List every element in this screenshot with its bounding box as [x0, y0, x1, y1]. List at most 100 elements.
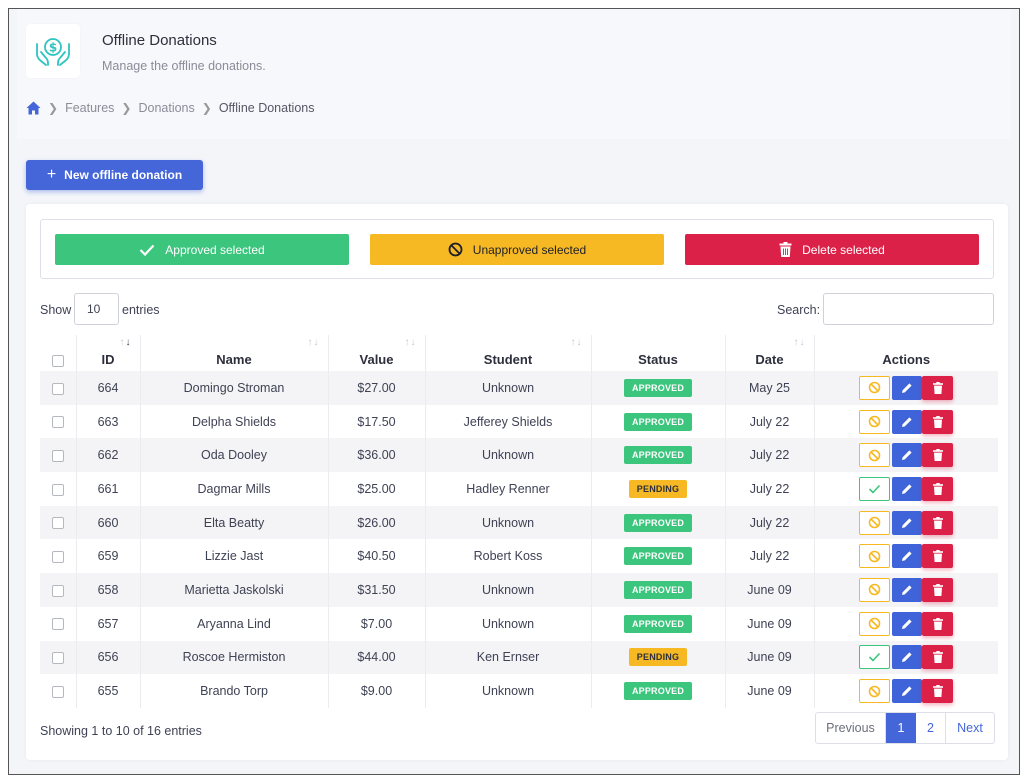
- row-checkbox[interactable]: [51, 449, 64, 462]
- cell-id: 655: [75, 674, 140, 708]
- row-checkbox[interactable]: [51, 584, 64, 597]
- edit-button[interactable]: [892, 409, 923, 434]
- cell-status: APPROVED: [590, 606, 725, 641]
- edit-button[interactable]: [892, 510, 923, 535]
- delete-button[interactable]: [922, 375, 954, 400]
- delete-button[interactable]: [922, 476, 954, 501]
- unapprove-button[interactable]: [859, 577, 891, 602]
- pencil-icon: [902, 585, 912, 595]
- breadcrumb-features[interactable]: Features: [65, 101, 115, 115]
- cell-status: APPROVED: [590, 404, 725, 439]
- cell-value: $17.50: [327, 404, 425, 439]
- ban-icon: [868, 550, 881, 563]
- approve-button[interactable]: [859, 645, 891, 670]
- unapprove-button[interactable]: [859, 375, 891, 400]
- column-header-id[interactable]: ID ↑↓: [75, 335, 140, 371]
- page-1-button[interactable]: 1: [886, 713, 916, 743]
- search-label: Search:: [777, 303, 821, 317]
- trash-icon: [932, 516, 943, 529]
- approve-button[interactable]: [859, 476, 891, 501]
- cell-id: 656: [75, 640, 140, 675]
- unapprove-button[interactable]: [859, 409, 891, 434]
- cell-name: Aryanna Lind: [139, 606, 328, 641]
- table-row: 659 Lizzie Jast $40.50 Robert Koss APPROVED J…: [40, 539, 998, 574]
- new-offline-donation-button[interactable]: + New offline donation: [26, 160, 203, 190]
- table-row: 660 Elta Beatty $26.00 Unknown APPROVED July …: [40, 505, 998, 540]
- edit-button[interactable]: [892, 577, 923, 602]
- approve-selected-label: Approved selected: [165, 242, 265, 257]
- cell-student: Ken Ernser: [424, 640, 591, 675]
- page-title: Offline Donations: [102, 32, 217, 49]
- unapprove-button[interactable]: [859, 510, 891, 535]
- delete-button[interactable]: [922, 443, 954, 468]
- delete-button[interactable]: [922, 409, 954, 434]
- row-checkbox[interactable]: [51, 483, 64, 496]
- table-row: 655 Brando Torp $9.00 Unknown APPROVED June 0…: [40, 674, 998, 708]
- previous-page-button[interactable]: Previous: [816, 713, 886, 743]
- ban-icon: [868, 617, 881, 630]
- delete-button[interactable]: [922, 510, 954, 535]
- cell-status: PENDING: [590, 640, 725, 675]
- row-checkbox[interactable]: [51, 652, 64, 665]
- cell-student: Robert Koss: [424, 539, 591, 574]
- column-header-date[interactable]: Date ↑↓: [724, 335, 814, 371]
- breadcrumb-donations[interactable]: Donations: [138, 101, 195, 115]
- entries-per-page-select[interactable]: [74, 293, 119, 325]
- row-checkbox[interactable]: [51, 685, 64, 698]
- unapprove-button[interactable]: [859, 443, 891, 468]
- row-checkbox[interactable]: [51, 618, 64, 631]
- pencil-icon: [902, 619, 912, 629]
- table-body: 664 Domingo Stroman $27.00 Unknown APPROVED M…: [40, 371, 998, 708]
- delete-button[interactable]: [922, 611, 954, 636]
- entries-label: entries: [122, 303, 160, 317]
- select-all-checkbox[interactable]: [51, 354, 64, 367]
- table-header-row: ID ↑↓ Name ↑↓ Value ↑↓ Student ↑↓ Status Dat…: [40, 335, 998, 371]
- delete-button[interactable]: [922, 577, 954, 602]
- cell-actions: [813, 539, 998, 574]
- next-page-button[interactable]: Next: [957, 721, 983, 735]
- cell-date: June 09: [724, 674, 814, 708]
- ban-icon: [868, 584, 881, 596]
- cell-status: PENDING: [590, 472, 725, 506]
- cell-name: Domingo Stroman: [139, 371, 328, 405]
- cell-id: 661: [75, 472, 140, 506]
- unapprove-button[interactable]: [859, 679, 891, 704]
- row-checkbox[interactable]: [51, 416, 64, 429]
- edit-button[interactable]: [892, 375, 923, 400]
- edit-button[interactable]: [892, 544, 923, 569]
- page-logo: $: [26, 24, 80, 78]
- delete-selected-button[interactable]: Delete selected: [685, 234, 979, 265]
- delete-button[interactable]: [922, 544, 954, 569]
- cell-actions: [813, 573, 998, 607]
- page-2-button[interactable]: 2: [916, 713, 946, 743]
- edit-button[interactable]: [892, 679, 923, 704]
- cell-value: $25.00: [327, 472, 425, 506]
- approve-selected-button[interactable]: Approved selected: [55, 234, 349, 265]
- edit-button[interactable]: [892, 645, 923, 670]
- row-checkbox[interactable]: [51, 382, 64, 395]
- column-header-name[interactable]: Name ↑↓: [139, 335, 328, 371]
- cell-id: 664: [75, 371, 140, 405]
- svg-text:$: $: [49, 41, 57, 55]
- trash-icon: [932, 583, 943, 596]
- column-header-student[interactable]: Student ↑↓: [424, 335, 591, 371]
- table-row: 663 Delpha Shields $17.50 Jefferey Shields A…: [40, 404, 998, 439]
- unapprove-button[interactable]: [859, 544, 891, 569]
- column-header-value[interactable]: Value ↑↓: [327, 335, 425, 371]
- delete-button[interactable]: [922, 679, 954, 704]
- pencil-icon: [902, 652, 912, 663]
- row-checkbox[interactable]: [51, 517, 64, 530]
- cell-student: Unknown: [424, 674, 591, 708]
- edit-button[interactable]: [892, 443, 923, 468]
- edit-button[interactable]: [892, 476, 923, 501]
- unapprove-selected-button[interactable]: Unapproved selected: [370, 234, 664, 265]
- search-input[interactable]: [823, 293, 994, 325]
- row-checkbox[interactable]: [51, 550, 64, 563]
- cell-value: $26.00: [327, 505, 425, 540]
- home-icon[interactable]: [26, 101, 41, 115]
- edit-button[interactable]: [892, 611, 923, 636]
- delete-button[interactable]: [922, 645, 954, 670]
- new-offline-donation-label: New offline donation: [64, 168, 183, 182]
- donation-hands-icon: $: [36, 38, 70, 66]
- unapprove-button[interactable]: [859, 611, 891, 636]
